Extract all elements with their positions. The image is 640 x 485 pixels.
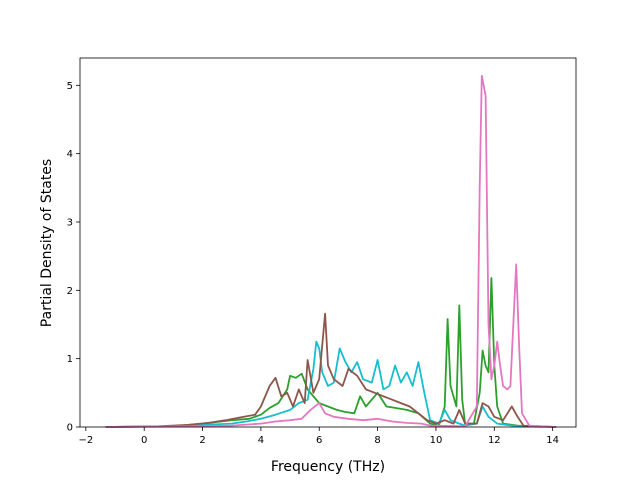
x-tick-label: 10 <box>430 435 443 446</box>
x-axis-label: Frequency (THz) <box>271 459 385 475</box>
x-tick-label: 2 <box>199 435 205 446</box>
x-tick-label: 12 <box>488 435 501 446</box>
y-tick-label: 0 <box>67 423 73 434</box>
axes-frame <box>79 57 577 428</box>
x-tick-label: 0 <box>141 435 147 446</box>
series-line-4 <box>105 74 557 428</box>
x-tick-label: 6 <box>316 435 322 446</box>
y-tick-label: 1 <box>67 354 73 365</box>
y-axis-label: Partial Density of States <box>39 159 55 327</box>
y-tick-label: 4 <box>67 149 73 160</box>
plot-frame <box>79 57 577 428</box>
x-tick-label: 14 <box>546 435 559 446</box>
y-axis: 0 1 2 3 4 5 <box>67 81 80 434</box>
y-tick-label: 2 <box>67 286 73 297</box>
y-tick-label: 3 <box>67 218 73 229</box>
x-axis: −2 0 2 4 6 8 10 12 14 <box>78 427 559 446</box>
series-line-2 <box>105 340 557 428</box>
x-tick-label: 4 <box>258 435 264 446</box>
series-line-3 <box>105 312 557 428</box>
x-tick-label: 8 <box>374 435 380 446</box>
y-tick-label: 5 <box>67 81 73 92</box>
x-tick-label: −2 <box>78 435 93 446</box>
series-layer <box>105 74 557 428</box>
